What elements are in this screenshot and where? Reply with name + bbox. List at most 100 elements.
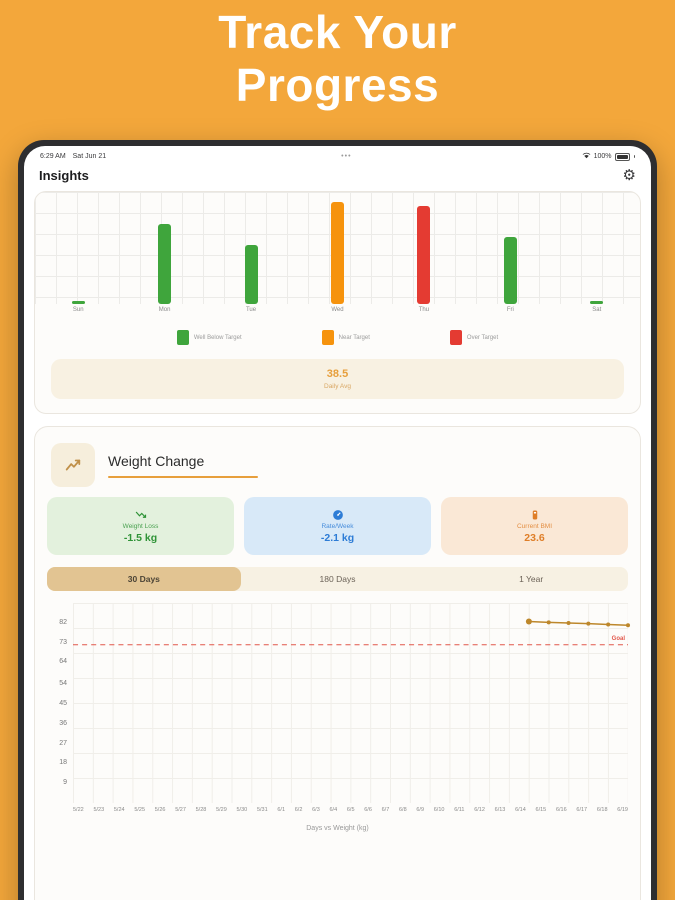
x-tick-label: 6/4: [329, 807, 338, 813]
x-tick-label: 6/18: [596, 807, 608, 813]
tab-1-year[interactable]: 1 Year: [519, 574, 544, 584]
trend-chart-icon: [51, 443, 95, 487]
legend-item: Over Target: [449, 330, 499, 345]
weight-change-titlewrap: Weight Change: [108, 453, 258, 478]
weight-line-svg: [73, 618, 631, 646]
x-tick-label: 6/15: [535, 807, 547, 813]
bar-day-label: Sat: [592, 307, 602, 313]
y-tick-label: 9: [63, 779, 67, 787]
x-tick-label: 5/31: [256, 807, 268, 813]
bar-column: Mon: [121, 192, 207, 319]
stat-value: -2.1 kg: [320, 531, 355, 544]
stat-card: Current BMI 23.6: [441, 497, 628, 555]
wifi-icon: [582, 152, 591, 161]
bar-column: Fri: [467, 192, 553, 319]
bar-day-label: Fri: [506, 307, 514, 313]
x-tick-label: 5/24: [113, 807, 125, 813]
bar: [244, 244, 258, 304]
bar: [417, 206, 431, 304]
x-axis: 5/22 5/23 5/24 5/25 5/26 5/27 5/28 5/29 5/30 5/31…: [73, 807, 628, 813]
weight-change-header: Weight Change: [47, 439, 628, 497]
bar-column: Tue: [208, 192, 294, 319]
chart-legend: Well Below Target Near Target Over Target: [35, 319, 640, 349]
daily-chart-card: Sun Mon Tue Wed Thu Fri Sat Well Below Target N…: [34, 191, 641, 414]
legend-item: Near Target: [321, 330, 370, 345]
stat-card: Rate/Week -2.1 kg: [244, 497, 431, 555]
weight-line-chart: 82 73 64 54 45 36 27 18 9 Goal: [47, 603, 631, 803]
gauge-icon: [332, 509, 344, 521]
app-header: Insights ⚙: [24, 163, 651, 191]
legend-swatch: [449, 330, 462, 345]
app-screen: 6:29 AM Sat Jun 21 ••• 100% Insights ⚙: [24, 146, 651, 900]
bar-area: [417, 192, 431, 304]
bar: [330, 202, 344, 304]
x-tick-label: 6/10: [433, 807, 445, 813]
weight-change-card: Weight Change Weight Loss -1.5 kg Rate/Wee…: [34, 426, 641, 900]
daily-avg-label: Daily Avg: [324, 383, 351, 390]
x-tick-label: 5/25: [134, 807, 146, 813]
bar-area: [244, 192, 258, 304]
x-tick-label: 5/26: [154, 807, 166, 813]
bar-column: Thu: [381, 192, 467, 319]
bar-column: Wed: [294, 192, 380, 319]
stat-value: 23.6: [524, 531, 545, 544]
battery-icon: [614, 152, 630, 161]
hero-title-line1: Track Your: [218, 6, 457, 58]
status-date: Sat Jun 21: [72, 153, 107, 160]
y-tick-label: 45: [59, 700, 67, 708]
x-tick-label: 6/17: [576, 807, 588, 813]
settings-gear-icon[interactable]: ⚙: [622, 167, 636, 184]
x-tick-label: 5/27: [175, 807, 186, 813]
section-title: Weight Change: [108, 452, 205, 469]
stat-label: Current BMI: [516, 522, 553, 530]
x-tick-label: 5/23: [93, 807, 105, 813]
stat-value: -1.5 kg: [123, 531, 158, 544]
x-tick-label: 6/2: [294, 807, 303, 813]
y-tick-label: 54: [59, 680, 67, 688]
legend-label: Near Target: [338, 334, 370, 341]
hero-title: Track Your Progress: [0, 0, 675, 113]
daily-avg-card: 38.5 Daily Avg: [51, 359, 624, 399]
bars-row: Sun Mon Tue Wed Thu Fri Sat: [35, 192, 640, 319]
x-tick-label: 6/9: [416, 807, 425, 813]
x-tick-label: 5/22: [73, 807, 84, 813]
legend-swatch: [176, 330, 189, 345]
x-tick-label: 6/16: [555, 807, 567, 813]
x-tick-label: 6/14: [515, 807, 526, 813]
y-tick-label: 73: [59, 638, 67, 646]
bar-day-label: Sun: [72, 307, 84, 313]
tab-180-days[interactable]: 180 Days: [319, 574, 356, 584]
bar-area: [158, 192, 172, 304]
bar: [158, 224, 172, 304]
y-tick-label: 18: [59, 759, 67, 767]
tab-30-days[interactable]: 30 Days: [47, 567, 241, 591]
y-tick-label: 64: [59, 658, 67, 666]
x-tick-label: 5/29: [216, 807, 227, 813]
range-tabs: 30 Days 180 Days 1 Year: [47, 567, 628, 591]
status-left: 6:29 AM Sat Jun 21: [40, 153, 111, 160]
x-tick-label: 6/19: [617, 807, 628, 813]
battery-tip: [633, 155, 635, 158]
bar: [503, 236, 517, 304]
x-tick-label: 6/7: [381, 807, 390, 813]
daily-avg-value: 38.5: [326, 368, 349, 380]
bar-area: [590, 192, 604, 304]
status-bar: 6:29 AM Sat Jun 21 ••• 100%: [24, 146, 651, 163]
x-tick-label: 6/6: [364, 807, 372, 813]
battery-percent: 100%: [593, 153, 612, 160]
daily-bar-chart: Sun Mon Tue Wed Thu Fri Sat: [35, 192, 640, 319]
status-right: 100%: [582, 152, 635, 161]
bar-column: Sat: [554, 192, 640, 319]
stat-label: Rate/Week: [321, 522, 354, 530]
legend-label: Over Target: [466, 334, 499, 341]
trend-down-icon: [135, 509, 147, 521]
status-menu-dots: •••: [341, 153, 352, 160]
tablet-device-frame: 6:29 AM Sat Jun 21 ••• 100% Insights ⚙: [18, 140, 657, 900]
x-tick-label: 6/3: [312, 807, 320, 813]
x-tick-label: 5/30: [236, 807, 248, 813]
x-tick-label: 6/11: [454, 807, 465, 813]
y-tick-label: 27: [59, 739, 67, 747]
bar-day-label: Tue: [245, 307, 257, 313]
stats-row: Weight Loss -1.5 kg Rate/Week -2.1 kg Curren…: [47, 497, 628, 555]
